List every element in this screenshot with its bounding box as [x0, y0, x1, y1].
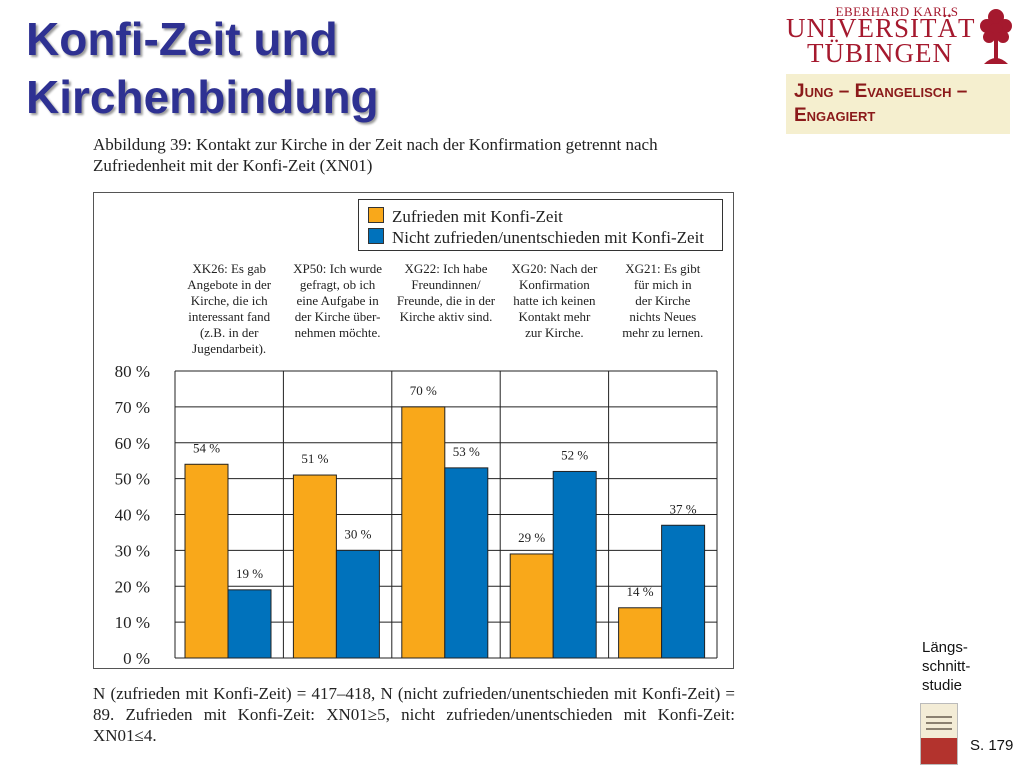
category-label-line: (z.B. in der: [199, 325, 259, 340]
side-label-line-3: studie: [922, 677, 963, 694]
category-label: XG20: Nach der Konfirmation hatte ich kein…: [498, 261, 610, 341]
category-label-line: nehmen möchte.: [294, 325, 381, 340]
figure-frame: [93, 192, 734, 669]
university-logo: EBERHARD KARLS UNIVERSITÄT TÜBINGEN: [786, 4, 1016, 70]
category-label-line: Kontakt mehr: [518, 309, 591, 324]
university-name: UNIVERSITÄT TÜBINGEN: [786, 13, 976, 68]
category-label: XG21: Es gibt für mich in der Kirche nichts…: [607, 261, 719, 341]
category-label: XK26: Es gab Angebote in der Kirche, die i…: [173, 261, 285, 357]
category-label-line: Freundinnen/: [411, 277, 481, 292]
legend-swatch-not-satisfied: [368, 228, 384, 244]
category-label-line: für mich in: [633, 277, 692, 292]
side-label-line-2: schnitt-: [922, 658, 971, 675]
category-label-line: Angebote in der: [187, 277, 272, 292]
category-label-line: Kirche, die ich: [190, 293, 268, 308]
category-label-line: der Kirche: [635, 293, 691, 308]
university-name-line-1: UNIVERSITÄT: [786, 13, 976, 43]
university-name-line-2: TÜBINGEN: [807, 38, 953, 68]
study-title-box: Jung – Evangelisch – Engagiert: [786, 74, 1010, 134]
legend-swatch-satisfied: [368, 207, 384, 223]
category-label-line: XG22: Ich habe: [404, 261, 488, 276]
category-label-line: mehr zu lernen.: [622, 325, 704, 340]
study-title-line-1: Jung – Evangelisch –: [794, 81, 968, 102]
category-label-line: XK26: Es gab: [192, 261, 267, 276]
figure-caption: Abbildung 39: Kontakt zur Kirche in der …: [93, 135, 658, 175]
category-label-line: nichts Neues: [629, 309, 697, 324]
palm-tree-icon: [980, 9, 1012, 64]
side-label-line-1: Längs-: [922, 639, 968, 656]
category-label-line: Jugendarbeit).: [192, 341, 267, 356]
page-reference: S. 179: [970, 737, 1014, 754]
category-label-line: hatte ich keinen: [513, 293, 596, 308]
legend-label-not-satisfied: Nicht zufrieden/unentschieden mit Konfi-…: [392, 228, 705, 247]
category-label-line: interessant fand: [188, 309, 271, 324]
category-label: XG22: Ich habe Freundinnen/Freunde, die i…: [390, 261, 502, 325]
legend-item-satisfied: Zufrieden mit Konfi-Zeit: [368, 207, 563, 227]
category-label-line: XG21: Es gibt: [625, 261, 701, 276]
legend-label-satisfied: Zufrieden mit Konfi-Zeit: [392, 207, 563, 226]
category-label: XP50: Ich wurde gefragt, ob ich eine Aufga…: [282, 261, 394, 341]
university-top-text: EBERHARD KARLS: [835, 4, 959, 19]
category-label-line: gefragt, ob ich: [299, 277, 376, 292]
category-label-line: Freunde, die in der: [396, 293, 496, 308]
chart-legend: Zufrieden mit Konfi-Zeit Nicht zufrieden…: [358, 199, 723, 251]
category-label-line: eine Aufgabe in: [296, 293, 379, 308]
slide-title-line-1: Konfi-Zeit und: [26, 13, 338, 65]
side-label: Längs- schnitt- studie: [922, 638, 970, 695]
category-label-line: XG20: Nach der: [511, 261, 598, 276]
slide-title: Konfi-Zeit und Kirchenbindung: [26, 10, 379, 126]
legend-item-not-satisfied: Nicht zufrieden/unentschieden mit Konfi-…: [368, 228, 704, 248]
study-title-line-2: Engagiert: [794, 105, 876, 126]
category-label-line: Kirche aktiv sind.: [399, 309, 493, 324]
category-label-line: zur Kirche.: [525, 325, 584, 340]
category-label-line: XP50: Ich wurde: [293, 261, 382, 276]
figure-footnote: N (zufrieden mit Konfi-Zeit) = 417–418, …: [93, 684, 735, 745]
category-label-line: Konfirmation: [519, 277, 590, 292]
book-cover-thumbnail: [920, 703, 958, 765]
slide-title-line-2: Kirchenbindung: [26, 71, 379, 123]
category-label-line: der Kirche über-: [294, 309, 381, 324]
